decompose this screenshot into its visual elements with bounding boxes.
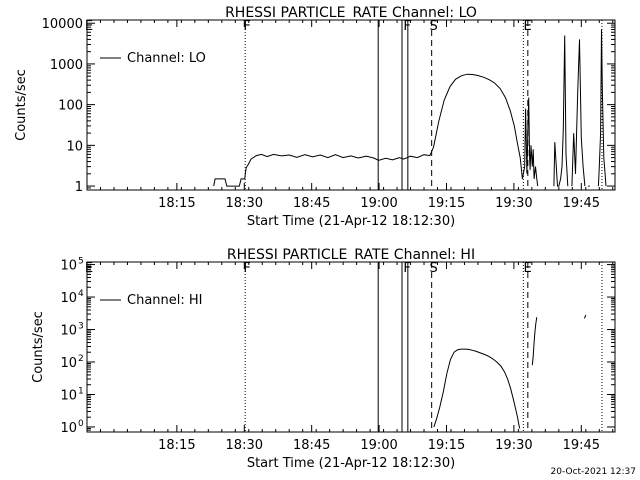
y-axis-label: Counts/sec <box>14 69 29 141</box>
x-tick-label: 18:15 <box>158 438 195 453</box>
x-axis-label: Start Time (21-Apr-12 18:12:30) <box>247 214 455 229</box>
hi-channel-panel: RHESSI PARTICLE_RATE Channel: HI 18:15 18:… <box>31 247 616 471</box>
x-axis-label: Start Time (21-Apr-12 18:12:30) <box>247 456 455 471</box>
x-tick-label: 19:15 <box>428 438 465 453</box>
series-line <box>583 314 587 319</box>
x-tick-label: 18:15 <box>158 196 195 211</box>
flag-marker: S <box>430 19 438 34</box>
y-tick-base: 10 <box>60 324 77 339</box>
legend-label: Channel: LO <box>127 51 206 66</box>
x-tick-label: 19:45 <box>563 196 600 211</box>
y-tick-label: 1 <box>75 180 83 195</box>
y-tick-label: 10 <box>66 139 83 154</box>
plot-frame <box>86 261 616 433</box>
chart-title: RHESSI PARTICLE_RATE Channel: HI <box>227 247 475 263</box>
y-tick-exponent: 2 <box>78 354 84 364</box>
y-tick-label: 10000 <box>42 17 83 32</box>
y-tick-base: 10 <box>60 356 77 371</box>
chart-title: RHESSI PARTICLE_RATE Channel: LO <box>225 5 477 21</box>
y-tick-base: 10 <box>60 259 77 274</box>
flag-marker: F <box>243 261 250 276</box>
x-tick-label: 19:30 <box>495 438 532 453</box>
flag-marker: F <box>403 19 410 34</box>
flag-marker: F <box>243 19 250 34</box>
y-tick-exponent: 5 <box>78 257 84 267</box>
legend-label: Channel: HI <box>127 293 203 308</box>
flag-marker: S <box>430 261 438 276</box>
x-tick-label: 18:30 <box>226 438 263 453</box>
y-tick-base: 10 <box>60 291 77 306</box>
y-tick-label: 100 <box>58 99 83 114</box>
series-line <box>433 348 521 429</box>
x-tick-label: 18:45 <box>293 438 330 453</box>
plot-timestamp: 20-Oct-2021 12:37 <box>551 467 636 477</box>
flag-marker: F <box>403 261 410 276</box>
series-line <box>597 29 607 187</box>
y-tick-base: 10 <box>60 388 77 403</box>
y-tick-exponent: 4 <box>78 289 84 299</box>
x-tick-label: 19:00 <box>360 196 397 211</box>
series-line <box>553 35 569 187</box>
lo-channel-panel: RHESSI PARTICLE_RATE Channel: LO 18:15 18:… <box>14 5 616 229</box>
flag-marker: E <box>85 19 93 34</box>
x-tick-label: 19:15 <box>428 196 465 211</box>
y-tick-exponent: 3 <box>78 322 84 332</box>
y-tick-exponent: 0 <box>78 419 84 429</box>
x-tick-label: 18:30 <box>226 196 263 211</box>
x-tick-label: 19:00 <box>360 438 397 453</box>
x-tick-label: 19:30 <box>495 196 532 211</box>
series-line <box>531 317 538 366</box>
series-line <box>571 39 586 187</box>
y-tick-label: 1000 <box>50 58 83 73</box>
series-line <box>213 73 539 187</box>
y-axis-label: Counts/sec <box>31 311 46 383</box>
y-tick-base: 10 <box>60 421 77 436</box>
y-tick-exponent: 1 <box>78 386 84 396</box>
flag-marker: E <box>523 261 531 276</box>
flag-marker: E <box>85 261 93 276</box>
plot-frame <box>86 19 616 191</box>
x-tick-label: 18:45 <box>293 196 330 211</box>
flag-marker: E <box>523 19 531 34</box>
x-tick-label: 19:45 <box>563 438 600 453</box>
